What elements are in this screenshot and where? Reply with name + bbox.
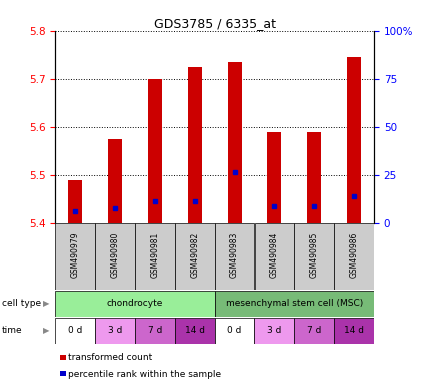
Bar [55, 223, 95, 290]
Bar [55, 318, 95, 344]
Text: GSM490984: GSM490984 [270, 232, 279, 278]
Text: 14 d: 14 d [344, 326, 364, 335]
Bar [175, 223, 215, 290]
Bar [95, 223, 135, 290]
Bar [255, 223, 294, 290]
Bar [307, 131, 321, 223]
Title: GDS3785 / 6335_at: GDS3785 / 6335_at [153, 17, 276, 30]
Bar [334, 223, 374, 290]
Text: percentile rank within the sample: percentile rank within the sample [68, 369, 221, 379]
Bar [55, 291, 215, 317]
Bar [148, 79, 162, 223]
Text: 7 d: 7 d [307, 326, 321, 335]
Text: 0 d: 0 d [68, 326, 82, 335]
Bar [68, 179, 82, 223]
Bar [215, 223, 254, 290]
Text: GSM490985: GSM490985 [310, 232, 319, 278]
Bar [267, 131, 281, 223]
Text: GSM490980: GSM490980 [110, 232, 119, 278]
Text: mesenchymal stem cell (MSC): mesenchymal stem cell (MSC) [226, 299, 363, 308]
Text: GSM490981: GSM490981 [150, 232, 159, 278]
Text: 7 d: 7 d [147, 326, 162, 335]
Bar [227, 62, 241, 223]
Bar [294, 318, 334, 344]
Text: transformed count: transformed count [68, 353, 153, 362]
Bar [215, 318, 255, 344]
Text: 3 d: 3 d [267, 326, 282, 335]
Text: time: time [2, 326, 23, 335]
Bar [215, 291, 374, 317]
Bar [255, 318, 294, 344]
Text: GSM490982: GSM490982 [190, 232, 199, 278]
Text: ▶: ▶ [42, 326, 49, 335]
Bar [188, 67, 202, 223]
Text: 3 d: 3 d [108, 326, 122, 335]
Text: 0 d: 0 d [227, 326, 242, 335]
Bar [135, 223, 175, 290]
Bar [175, 318, 215, 344]
Text: cell type: cell type [2, 299, 41, 308]
Bar [135, 318, 175, 344]
Bar [347, 57, 361, 223]
Bar [334, 318, 374, 344]
Bar [295, 223, 334, 290]
Text: 14 d: 14 d [185, 326, 205, 335]
Text: GSM490986: GSM490986 [350, 232, 359, 278]
Bar [95, 318, 135, 344]
Text: chondrocyte: chondrocyte [107, 299, 163, 308]
Text: GSM490983: GSM490983 [230, 232, 239, 278]
Text: ▶: ▶ [42, 299, 49, 308]
Text: GSM490979: GSM490979 [71, 232, 79, 278]
Bar [108, 139, 122, 223]
